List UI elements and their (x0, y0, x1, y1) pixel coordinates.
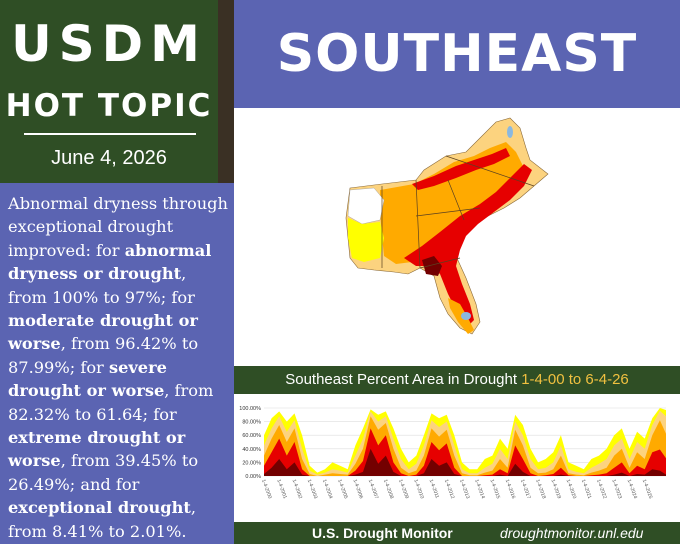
chart-x-tick-label: 1-4-2021 (580, 479, 593, 500)
chart-y-tick-label: 40.00% (242, 447, 261, 453)
summary-b2: moderate drought or worse (8, 311, 198, 354)
drought-map (234, 108, 680, 366)
chart-title: Southeast Percent Area in Drought (285, 371, 518, 388)
chart-x-tick-label: 1-4-2016 (504, 479, 517, 500)
chart-y-tick-label: 80.00% (242, 420, 261, 426)
drought-chart: 100.00% 80.00% 60.00% 40.00% 20.00% 0.00% 1-4… (234, 394, 680, 522)
chart-x-tick-label: 1-4-2020 (565, 479, 578, 500)
chart-y-tick-label: 60.00% (242, 433, 261, 439)
chart-x-tick-label: 1-4-2000 (260, 479, 273, 500)
chart-x-ticks: 1-4-2000 1-4-2001 1-4-2002 1-4-2003 1-4-2004… (260, 479, 653, 500)
chart-x-tick-label: 1-4-2002 (291, 479, 304, 500)
map-region-d4 (422, 256, 442, 276)
chart-x-tick-label: 1-4-2010 (412, 479, 425, 500)
chart-x-tick-label: 1-4-2013 (458, 479, 471, 500)
chart-area-series-4 (264, 448, 666, 476)
issue-date: June 4, 2026 (51, 147, 167, 169)
chart-x-tick-label: 1-4-2011 (428, 479, 440, 500)
chart-date-range: 1-4-00 to 6-4-26 (521, 371, 629, 388)
map-region-d3 (404, 164, 532, 326)
chart-title-band: Southeast Percent Area in Drought 1-4-00… (234, 366, 680, 394)
footer-brand: U.S. Drought Monitor (312, 525, 453, 541)
summary-b5: exceptional drought (8, 498, 191, 518)
chart-x-tick-label: 1-4-2001 (275, 479, 288, 500)
chart-x-tick-label: 1-4-2015 (489, 479, 502, 500)
chart-x-tick-label: 1-4-2024 (626, 479, 639, 500)
chart-x-tick-label: 1-4-2025 (641, 479, 654, 500)
region-title-band: SOUTHEAST (234, 0, 680, 108)
footer-band: U.S. Drought Monitor droughtmonitor.unl.… (234, 522, 680, 544)
summary-t4: , from 82.32% to 61.64; for (8, 381, 214, 424)
header-divider (24, 133, 196, 135)
summary-b1: abnormal dryness or drought (8, 240, 212, 284)
chart-x-tick-label: 1-4-2006 (351, 479, 364, 500)
chart-x-tick-label: 1-4-2003 (306, 479, 319, 500)
summary-text: Abnormal dryness through exceptional dro… (0, 183, 234, 543)
drought-time-series: 100.00% 80.00% 60.00% 40.00% 20.00% 0.00% 1-4… (239, 406, 666, 500)
hot-topic-header: USDM HOT TOPIC June 4, 2026 (0, 0, 218, 183)
chart-x-tick-label: 1-4-2012 (443, 479, 456, 500)
footer-url[interactable]: droughtmonitor.unl.edu (500, 525, 644, 541)
region-title: SOUTHEAST (276, 24, 638, 84)
chart-areas (264, 408, 666, 476)
chart-x-tick-label: 1-4-2018 (534, 479, 547, 500)
chart-y-tick-label: 100.00% (239, 406, 261, 412)
chart-x-tick-label: 1-4-2005 (336, 479, 349, 500)
chart-x-tick-label: 1-4-2023 (610, 479, 623, 500)
chart-x-tick-label: 1-4-2014 (473, 479, 486, 500)
chart-x-tick-label: 1-4-2019 (549, 479, 562, 500)
map-region-d2 (380, 142, 524, 264)
summary-b4: extreme drought or worse (8, 428, 186, 471)
summary-t3: , from 96.42% to 87.99%; for (8, 334, 199, 377)
map-state-borders (381, 155, 535, 269)
chart-x-tick-label: 1-4-2004 (321, 479, 334, 500)
chart-y-tick-label: 20.00% (242, 460, 261, 466)
summary-t5: , from 39.45% to 26.49%; and for (8, 451, 199, 494)
map-region-none (347, 187, 385, 225)
summary-t1: Abnormal dryness through exceptional dro… (8, 194, 228, 260)
summary-t2: , from 100% to 97%; for (8, 264, 195, 307)
hot-topic-title: HOT TOPIC (5, 88, 213, 124)
usdm-title: USDM (11, 15, 207, 73)
chart-y-tick-label: 0.00% (245, 474, 261, 480)
summary-t6: , from 8.41% to 2.01%. (8, 498, 197, 541)
map-lake-okeechobee (461, 312, 471, 320)
chart-area-series-3 (264, 428, 666, 476)
chart-y-ticks: 100.00% 80.00% 60.00% 40.00% 20.00% 0.00% (239, 406, 261, 480)
chart-x-tick-label: 1-4-2017 (519, 479, 532, 500)
chart-x-tick-label: 1-4-2009 (397, 479, 410, 500)
map-lake-chesapeake (507, 126, 513, 138)
map-region-d3-north (412, 148, 510, 190)
chart-x-tick-label: 1-4-2022 (595, 479, 608, 500)
chart-x-tick-label: 1-4-2007 (367, 479, 380, 500)
chart-x-tick-label: 1-4-2008 (382, 479, 395, 500)
map-region-d0 (348, 218, 384, 262)
drought-map-svg (345, 117, 549, 335)
summary-panel: Abnormal dryness through exceptional dro… (0, 183, 234, 544)
summary-b3: severe drought or worse (8, 357, 167, 401)
